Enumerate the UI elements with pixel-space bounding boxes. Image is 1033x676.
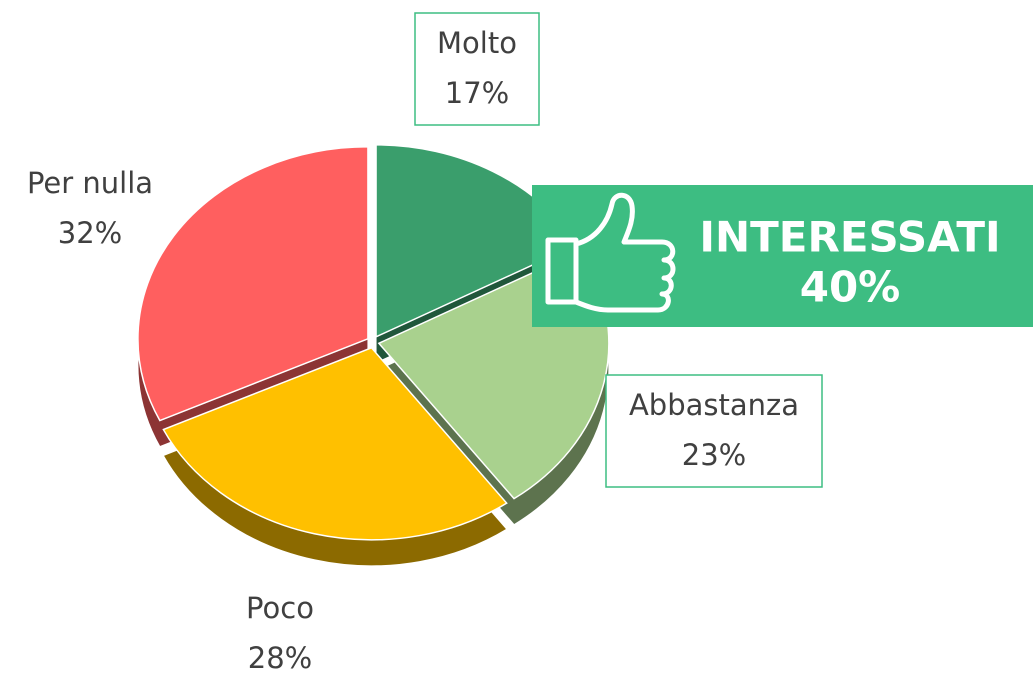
slice <box>137 146 369 422</box>
category-label: Poco <box>246 591 314 625</box>
value-label: 32% <box>58 216 122 250</box>
category-label: Molto <box>437 26 517 60</box>
value-label: 23% <box>682 438 746 472</box>
value-label: 17% <box>445 76 509 110</box>
slice <box>162 346 508 541</box>
value-label: 28% <box>248 641 312 675</box>
callout-box <box>532 185 1033 327</box>
category-label: Per nulla <box>27 166 153 200</box>
labels: Molto 17% Abbastanza 23% Poco 28% Per nulla 32% <box>27 12 823 675</box>
label-box <box>414 12 540 126</box>
category-label: Abbastanza <box>629 388 799 422</box>
thumbs-up-icon <box>545 192 676 313</box>
callout: INTERESSATI 40% <box>532 185 1033 327</box>
callout-title: INTERESSATI <box>699 213 1000 262</box>
callout-value: 40% <box>800 263 901 312</box>
label-box <box>605 374 823 488</box>
